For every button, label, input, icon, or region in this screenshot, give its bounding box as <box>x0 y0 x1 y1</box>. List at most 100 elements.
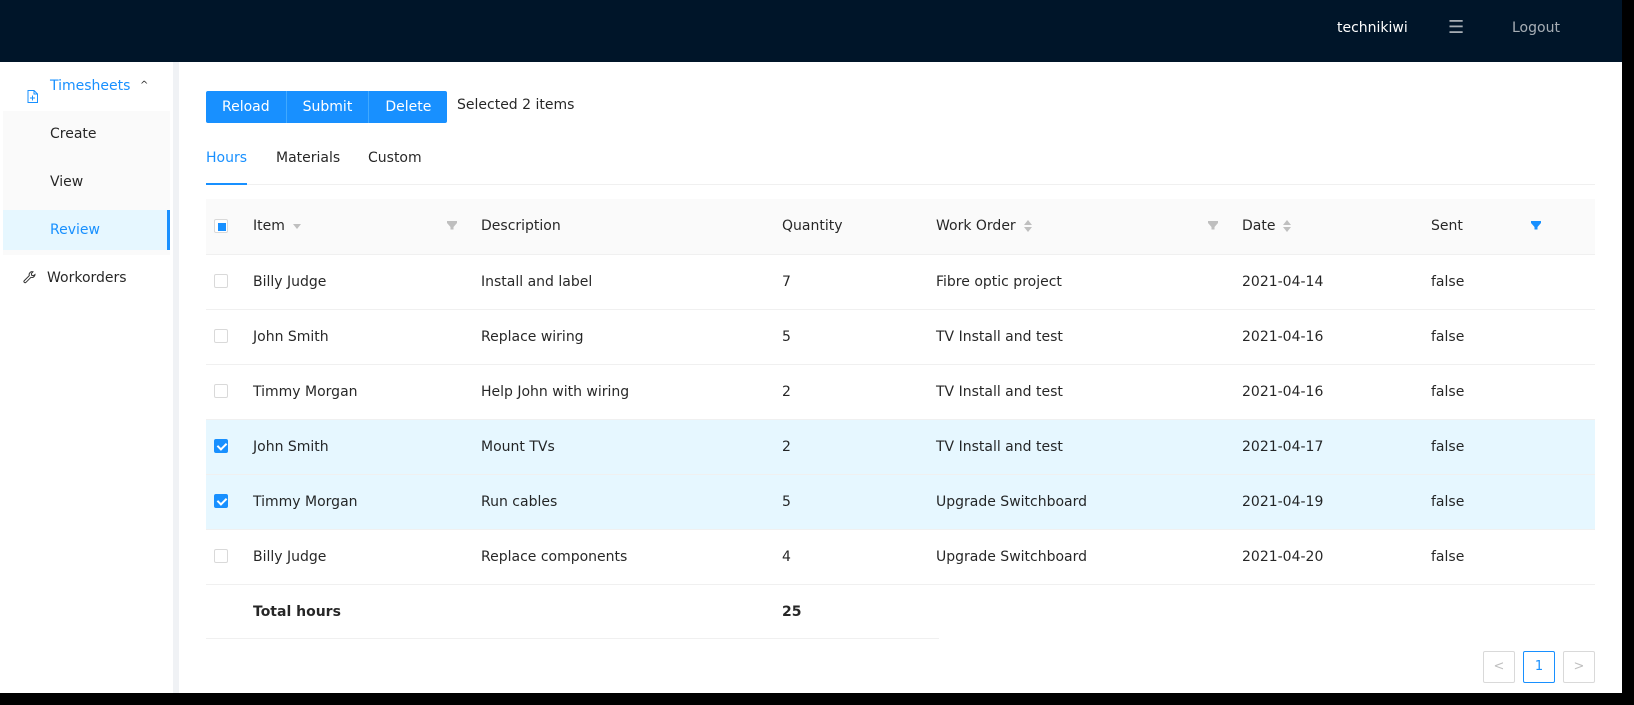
active-tab-indicator <box>206 183 247 185</box>
prev-page-button[interactable]: < <box>1483 651 1515 683</box>
tab-hours[interactable]: Hours <box>206 150 248 166</box>
top-header: technikiwi ☰ Logout <box>0 0 1622 62</box>
cell-item: Billy Judge <box>253 274 327 290</box>
cell-item: Timmy Morgan <box>253 384 358 400</box>
table-row-selected[interactable]: Timmy Morgan Run cables 5 Upgrade Switch… <box>206 475 1595 530</box>
cell-date: 2021-04-19 <box>1242 494 1324 510</box>
cell-sent: false <box>1431 494 1465 510</box>
row-checkbox[interactable] <box>214 549 228 563</box>
sidebar-item-label: Workorders <box>47 270 127 286</box>
cell-sent: false <box>1431 439 1465 455</box>
cell-date: 2021-04-14 <box>1242 274 1324 290</box>
column-label: Date <box>1242 218 1276 234</box>
logout-button[interactable]: Logout <box>1512 20 1560 36</box>
column-header-sent: Sent <box>1431 218 1463 234</box>
row-checkbox[interactable] <box>214 384 228 398</box>
tab-bar: Hours Materials Custom <box>206 146 1595 185</box>
next-page-button[interactable]: > <box>1563 651 1595 683</box>
cell-quantity: 5 <box>782 329 791 345</box>
cell-sent: false <box>1431 384 1465 400</box>
row-checkbox[interactable] <box>214 329 228 343</box>
table-summary-row: Total hours 25 <box>206 585 1595 639</box>
cell-sent: false <box>1431 274 1465 290</box>
cell-work-order: TV Install and test <box>936 329 1063 345</box>
summary-total-quantity: 25 <box>782 604 802 620</box>
sidebar-item-label: Create <box>50 126 97 142</box>
column-header-item[interactable]: Item <box>253 199 301 254</box>
summary-label: Total hours <box>253 604 341 620</box>
row-checkbox-checked[interactable] <box>214 494 228 508</box>
cell-date: 2021-04-16 <box>1242 329 1324 345</box>
cell-date: 2021-04-16 <box>1242 384 1324 400</box>
column-header-work-order[interactable]: Work Order <box>936 199 1032 254</box>
cell-item: Billy Judge <box>253 549 327 565</box>
table-row[interactable]: Billy Judge Install and label 7 Fibre op… <box>206 255 1595 310</box>
sort-icon <box>1023 220 1032 232</box>
table-row-selected[interactable]: John Smith Mount TVs 2 TV Install and te… <box>206 420 1595 475</box>
cell-date: 2021-04-20 <box>1242 549 1324 565</box>
tab-custom[interactable]: Custom <box>368 150 422 166</box>
sort-descending-icon <box>292 223 301 229</box>
chevron-up-icon: ^ <box>140 80 149 91</box>
cell-item: Timmy Morgan <box>253 494 358 510</box>
tab-materials[interactable]: Materials <box>276 150 341 166</box>
summary-divider <box>206 638 939 639</box>
sidebar-item-label: View <box>50 174 84 190</box>
tool-icon <box>23 258 36 298</box>
sidebar-item-label: Review <box>50 222 100 238</box>
filter-icon[interactable] <box>447 221 457 232</box>
main-content: Reload Submit Delete Selected 2 items Ho… <box>179 62 1622 693</box>
cell-item: John Smith <box>253 439 329 455</box>
cell-work-order: Upgrade Switchboard <box>936 494 1088 510</box>
hamburger-menu-icon[interactable]: ☰ <box>1448 17 1465 38</box>
page-1-button[interactable]: 1 <box>1523 651 1555 683</box>
submit-button[interactable]: Submit <box>286 91 370 123</box>
sidebar-item-timesheets[interactable]: Timesheets ^ <box>0 66 173 106</box>
hours-table: Item Description Quantity Work Order Dat… <box>206 199 1595 639</box>
table-row[interactable]: John Smith Replace wiring 5 TV Install a… <box>206 310 1595 365</box>
table-row[interactable]: Timmy Morgan Help John with wiring 2 TV … <box>206 365 1595 420</box>
table-header: Item Description Quantity Work Order Dat… <box>206 199 1595 255</box>
column-label: Work Order <box>936 218 1016 234</box>
reload-button[interactable]: Reload <box>206 91 287 123</box>
cell-sent: false <box>1431 329 1465 345</box>
cell-description: Replace wiring <box>481 329 584 345</box>
app-viewport: technikiwi ☰ Logout Timesheets ^ Create … <box>0 0 1622 693</box>
delete-button[interactable]: Delete <box>369 91 448 123</box>
cell-quantity: 2 <box>782 384 791 400</box>
username-label: technikiwi <box>1337 20 1408 36</box>
cell-work-order: TV Install and test <box>936 384 1063 400</box>
sidebar: Timesheets ^ Create View Review Workorde… <box>0 62 173 693</box>
table-row[interactable]: Billy Judge Replace components 4 Upgrade… <box>206 530 1595 585</box>
cell-quantity: 7 <box>782 274 791 290</box>
select-all-checkbox[interactable] <box>214 219 228 233</box>
column-header-description: Description <box>481 218 561 234</box>
cell-work-order: TV Install and test <box>936 439 1063 455</box>
sidebar-item-workorders[interactable]: Workorders <box>0 258 173 298</box>
cell-description: Run cables <box>481 494 558 510</box>
row-checkbox-checked[interactable] <box>214 439 228 453</box>
sidebar-item-view[interactable]: View <box>3 162 170 202</box>
column-label: Item <box>253 218 285 234</box>
cell-quantity: 2 <box>782 439 791 455</box>
filter-active-icon[interactable] <box>1531 221 1541 232</box>
sidebar-item-review[interactable]: Review <box>3 210 170 250</box>
cell-description: Help John with wiring <box>481 384 630 400</box>
sort-icon <box>1283 220 1292 232</box>
file-add-icon <box>27 79 38 103</box>
row-checkbox[interactable] <box>214 274 228 288</box>
cell-quantity: 4 <box>782 549 791 565</box>
cell-description: Replace components <box>481 549 628 565</box>
cell-date: 2021-04-17 <box>1242 439 1324 455</box>
cell-work-order: Fibre optic project <box>936 274 1062 290</box>
cell-description: Mount TVs <box>481 439 555 455</box>
cell-quantity: 5 <box>782 494 791 510</box>
sidebar-item-label: Timesheets <box>50 78 131 94</box>
sidebar-item-create[interactable]: Create <box>3 114 170 154</box>
column-header-date[interactable]: Date <box>1242 199 1292 254</box>
cell-item: John Smith <box>253 329 329 345</box>
column-header-quantity: Quantity <box>782 218 843 234</box>
cell-work-order: Upgrade Switchboard <box>936 549 1088 565</box>
filter-icon[interactable] <box>1208 221 1218 232</box>
cell-description: Install and label <box>481 274 593 290</box>
